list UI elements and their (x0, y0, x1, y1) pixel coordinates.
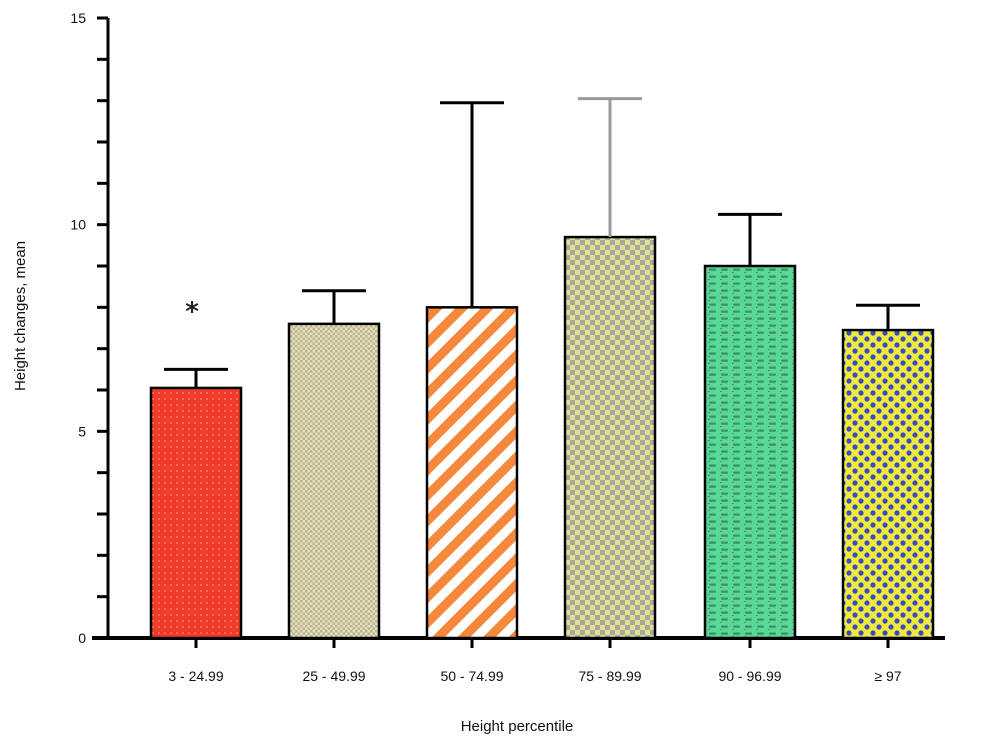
error-bar-5 (718, 212, 782, 266)
y-tick-label: 15 (70, 10, 86, 26)
bars (149, 235, 935, 640)
y-tick-label: 10 (70, 217, 86, 233)
significance-asterisk: * (185, 297, 199, 327)
annotations: * (185, 297, 199, 327)
x-tick-label: 90 - 96.99 (718, 668, 781, 684)
x-tick-label: 50 - 74.99 (440, 668, 503, 684)
x-tick-label: ≥ 97 (874, 668, 901, 684)
error-bar-1 (164, 367, 228, 388)
bar-3 (425, 306, 519, 640)
y-tick-label: 5 (78, 423, 86, 439)
error-bar-3 (440, 101, 504, 308)
x-ticks: 3 - 24.99 25 - 49.99 50 - 74.99 75 - 89.99 9… (168, 638, 902, 684)
bar-4 (563, 235, 657, 640)
bar-1 (149, 386, 243, 640)
bar-5 (703, 264, 797, 640)
y-tick-label: 0 (78, 630, 86, 646)
x-tick-label: 75 - 89.99 (578, 668, 641, 684)
error-bar-2 (302, 289, 366, 324)
bar-2 (287, 322, 381, 640)
error-bar-6 (856, 303, 920, 331)
error-bars (164, 97, 920, 388)
x-axis-title: Height percentile (461, 718, 574, 735)
error-bar-4 (578, 97, 642, 238)
x-tick-label: 25 - 49.99 (302, 668, 365, 684)
y-axis-title: Height changes, mean (12, 241, 29, 391)
x-tick-label: 3 - 24.99 (168, 668, 223, 684)
y-ticks: 0 5 10 15 (70, 10, 108, 646)
bar-6 (841, 328, 935, 640)
